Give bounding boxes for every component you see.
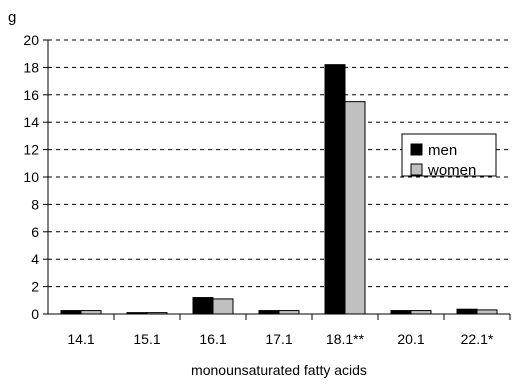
- bar-men-16.1: [192, 297, 214, 315]
- x-tick-label: 14.1: [67, 331, 94, 347]
- y-tick-label: 12: [23, 142, 39, 158]
- x-tick-label: 18.1**: [326, 331, 365, 347]
- y-tick-label: 10: [23, 169, 39, 185]
- bar-men-18.1: [324, 64, 346, 315]
- legend: men women: [401, 133, 497, 179]
- x-tick-label: 16.1: [199, 331, 226, 347]
- y-tick-label: 4: [31, 251, 39, 267]
- bar-women-20.1: [410, 310, 432, 315]
- bar-women-16.1: [212, 298, 234, 315]
- y-tick-label: 14: [23, 114, 39, 130]
- bar-women-17.1: [278, 310, 300, 315]
- bar-men-20.1: [390, 310, 412, 315]
- y-tick-label: 6: [31, 224, 39, 240]
- legend-swatch-men: [410, 143, 423, 156]
- bar-women-22.1: [476, 309, 498, 315]
- legend-label-men: men: [428, 142, 457, 159]
- y-tick-label: 0: [31, 306, 39, 322]
- x-axis-label: monounsaturated fatty acids: [191, 362, 367, 378]
- x-axis-ticks: 14.1 15.1 16.1 17.1 18.1** 20.1 22.1*: [67, 314, 511, 347]
- bar-men-14.1: [60, 310, 82, 315]
- y-tick-label: 20: [23, 32, 39, 48]
- bar-women-14.1: [80, 310, 102, 315]
- legend-swatch-women: [410, 163, 423, 176]
- x-tick-label: 20.1: [397, 331, 424, 347]
- x-tick-label: 22.1*: [461, 331, 494, 347]
- y-tick-label: 16: [23, 87, 39, 103]
- x-tick-label: 17.1: [265, 331, 292, 347]
- y-tick-label: 2: [31, 279, 39, 295]
- y-axis-ticks: 0 2 4 6 8 10 12 14 16 18 20: [23, 32, 48, 322]
- legend-label-women: women: [427, 162, 476, 179]
- x-tick-label: 15.1: [133, 331, 160, 347]
- y-tick-label: 18: [23, 59, 39, 75]
- bar-women-18.1: [344, 101, 366, 315]
- bar-men-22.1: [456, 308, 478, 315]
- bars: [60, 64, 498, 315]
- y-tick-label: 8: [31, 196, 39, 212]
- bar-men-17.1: [258, 310, 280, 315]
- y-axis-label: g: [8, 9, 16, 26]
